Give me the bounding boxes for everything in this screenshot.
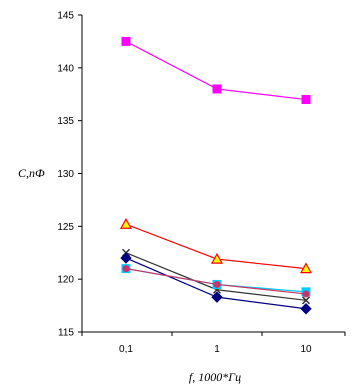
x-tick-label: 10 xyxy=(300,344,312,355)
y-tick-label: 145 xyxy=(57,11,74,22)
x-axis-label: f, 1000*Гц xyxy=(189,370,241,384)
data-point xyxy=(212,84,222,94)
y-tick-label: 135 xyxy=(57,116,74,127)
y-tick-label: 115 xyxy=(58,328,74,339)
series-layer xyxy=(119,36,313,315)
data-point xyxy=(299,262,313,274)
x-tick-label: 1 xyxy=(214,344,220,355)
x-tick-label: 0,1 xyxy=(119,344,133,355)
series-2 xyxy=(119,217,313,274)
y-axis-ticks: 115 120 125 130 135 140 145 xyxy=(57,11,82,339)
data-point xyxy=(120,252,132,264)
x-axis-ticks: 0,1 1 10 xyxy=(81,332,346,355)
y-tick-label: 140 xyxy=(57,63,74,74)
series-5 xyxy=(120,252,312,315)
y-tick-label: 120 xyxy=(57,275,74,286)
y-tick-label: 125 xyxy=(57,222,74,233)
series-6 xyxy=(122,265,310,298)
data-point xyxy=(302,290,310,298)
y-axis-label: C,пФ xyxy=(18,166,45,180)
data-point xyxy=(119,217,133,229)
series-1 xyxy=(121,36,311,105)
data-point xyxy=(301,95,311,105)
data-point xyxy=(300,303,312,315)
data-point xyxy=(122,265,130,273)
data-point xyxy=(210,252,224,264)
y-tick-label: 130 xyxy=(57,169,74,180)
data-point xyxy=(211,291,223,303)
data-point xyxy=(213,280,221,288)
data-point xyxy=(121,36,131,46)
data-point xyxy=(301,296,311,305)
